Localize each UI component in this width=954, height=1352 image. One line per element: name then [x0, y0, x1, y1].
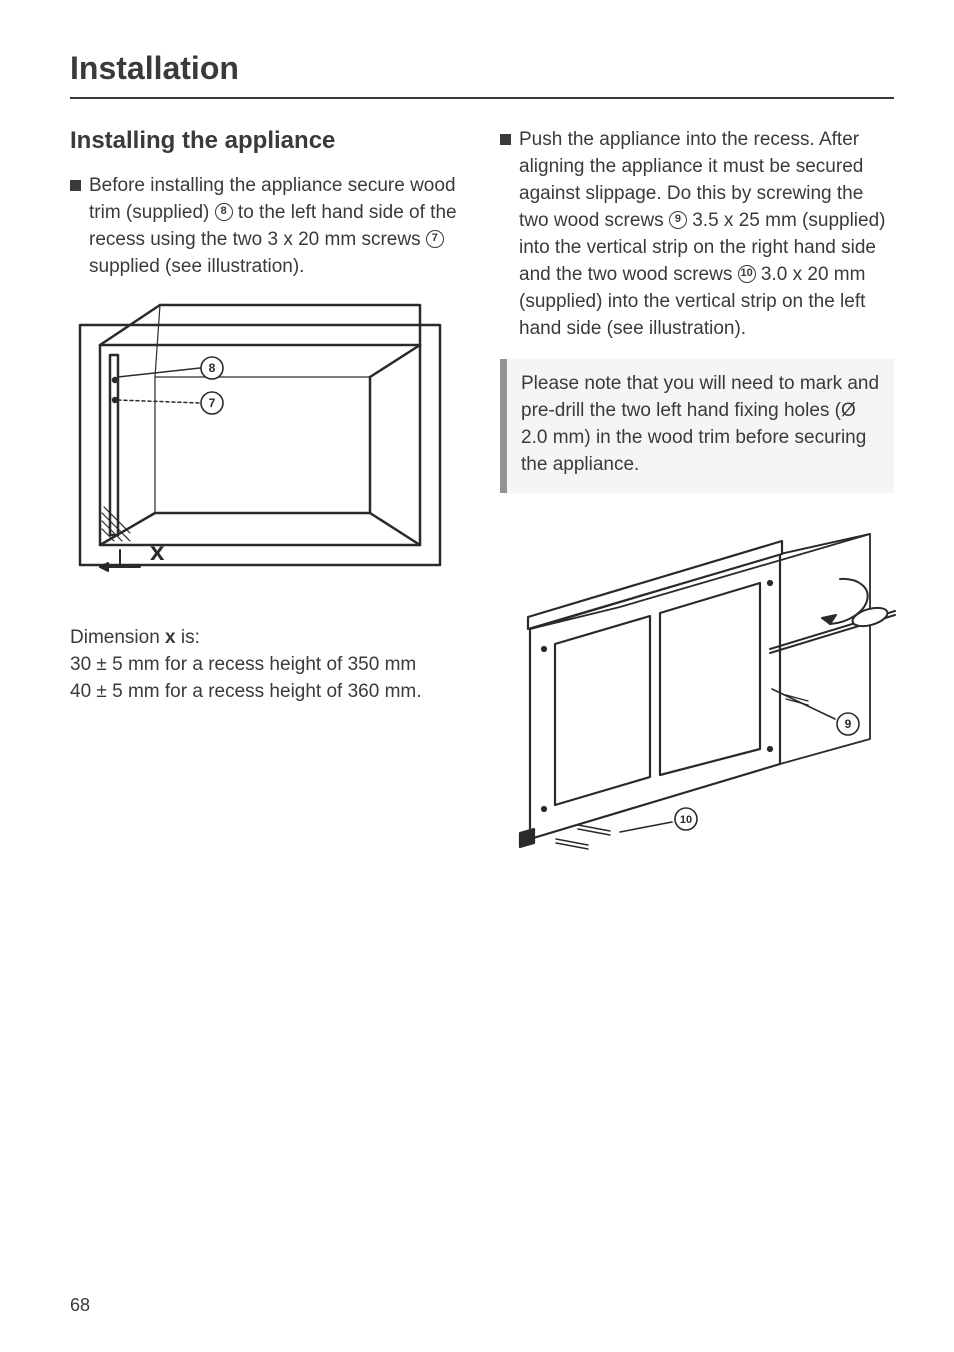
figure-appliance-screws: 9 10	[500, 519, 894, 859]
ref-circle-7: 7	[426, 230, 444, 248]
fig1-ref-7: 7	[209, 396, 216, 410]
dim-line-2: 30 ± 5 mm for a recess height of 350 mm	[70, 654, 416, 675]
right-column: Push the appliance into the recess. Afte…	[500, 127, 894, 899]
content-columns: Installing the appliance Before installi…	[70, 127, 894, 899]
text-part: supplied (see illustration).	[89, 256, 304, 277]
ref-circle-10: 10	[738, 265, 756, 283]
page-title: Installation	[70, 50, 894, 87]
dimension-text: Dimension x is: 30 ± 5 mm for a recess h…	[70, 625, 464, 706]
recess-diagram-svg: 8 7 x	[70, 295, 450, 585]
section-heading: Installing the appliance	[70, 127, 464, 155]
fig1-dim-x: x	[150, 536, 165, 566]
page-number: 68	[70, 1295, 90, 1316]
figure-recess-trim: 8 7 x	[70, 295, 464, 585]
title-rule	[70, 97, 894, 99]
appliance-diagram-svg: 9 10	[500, 519, 900, 859]
left-column: Installing the appliance Before installi…	[70, 127, 464, 899]
ref-circle-9: 9	[669, 211, 687, 229]
bullet-square-icon	[70, 180, 81, 191]
ref-circle-8: 8	[215, 203, 233, 221]
fig2-ref-9: 9	[845, 717, 852, 731]
bullet-text-left: Before installing the appliance secure w…	[89, 173, 464, 281]
bullet-square-icon	[500, 134, 511, 145]
dim-intro-bold: x	[165, 627, 176, 648]
bullet-item-left: Before installing the appliance secure w…	[70, 173, 464, 281]
dim-intro-post: is:	[176, 627, 200, 648]
note-box: Please note that you will need to mark a…	[500, 359, 894, 493]
dim-intro-pre: Dimension	[70, 627, 165, 648]
bullet-item-right: Push the appliance into the recess. Afte…	[500, 127, 894, 343]
fig2-ref-10: 10	[680, 814, 692, 826]
dim-line-3: 40 ± 5 mm for a recess height of 360 mm.	[70, 681, 422, 702]
fig1-ref-8: 8	[209, 361, 216, 375]
bullet-text-right: Push the appliance into the recess. Afte…	[519, 127, 894, 343]
